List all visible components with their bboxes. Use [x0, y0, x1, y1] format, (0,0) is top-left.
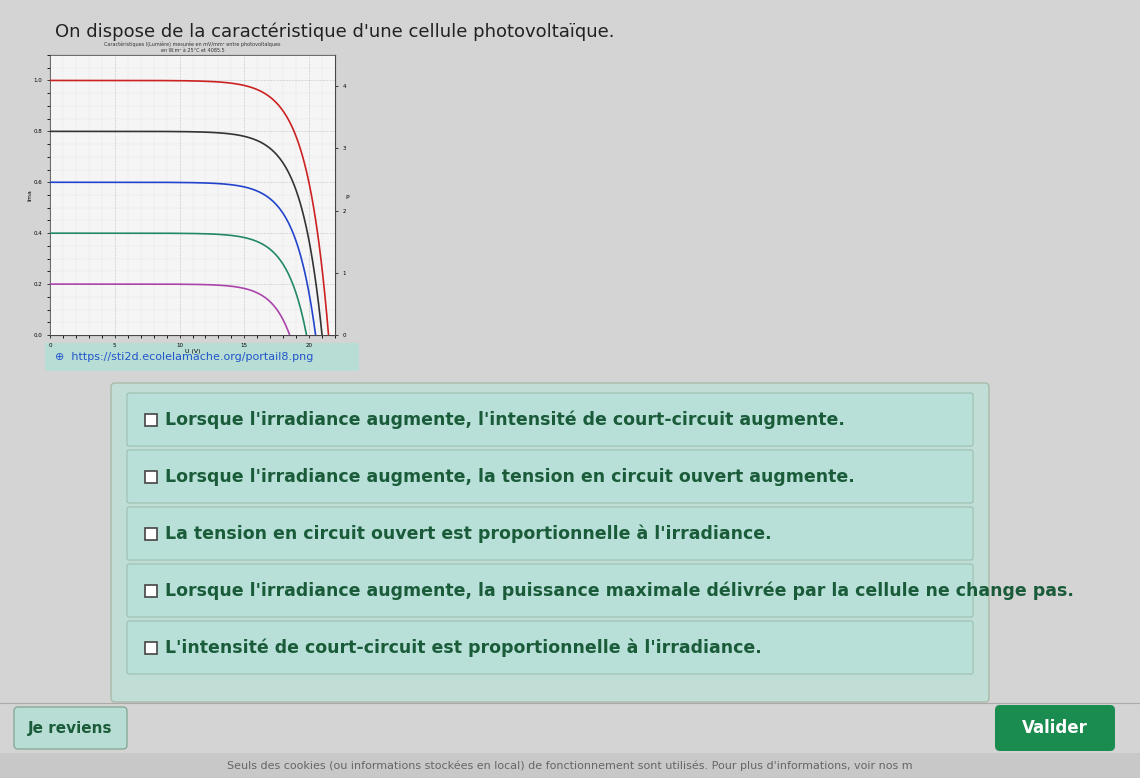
- Bar: [145, 413, 157, 426]
- FancyBboxPatch shape: [127, 393, 974, 446]
- Text: Lorsque l'irradiance augmente, la puissance maximale délivrée par la cellule ne : Lorsque l'irradiance augmente, la puissa…: [165, 581, 1074, 600]
- Y-axis label: P: P: [345, 195, 349, 200]
- Text: Valider: Valider: [1023, 719, 1088, 737]
- X-axis label: U (V): U (V): [185, 349, 201, 354]
- Y-axis label: Ima: Ima: [27, 189, 32, 201]
- FancyBboxPatch shape: [127, 450, 974, 503]
- FancyBboxPatch shape: [127, 621, 974, 674]
- Bar: [145, 642, 157, 654]
- Bar: [145, 471, 157, 482]
- Bar: [145, 527, 157, 539]
- FancyBboxPatch shape: [127, 564, 974, 617]
- FancyBboxPatch shape: [111, 383, 990, 702]
- Bar: [0, 753, 1140, 778]
- Text: L'intensité de court-circuit est proportionnelle à l'irradiance.: L'intensité de court-circuit est proport…: [165, 638, 762, 657]
- FancyBboxPatch shape: [127, 507, 974, 560]
- Text: On dispose de la caractéristique d'une cellule photovoltaïque.: On dispose de la caractéristique d'une c…: [55, 22, 614, 40]
- Text: Seuls des cookies (ou informations stockées en local) de fonctionnement sont uti: Seuls des cookies (ou informations stock…: [227, 760, 913, 771]
- FancyBboxPatch shape: [44, 343, 359, 371]
- Text: La tension en circuit ouvert est proportionnelle à l'irradiance.: La tension en circuit ouvert est proport…: [165, 524, 772, 543]
- Bar: [145, 584, 157, 597]
- Text: Lorsque l'irradiance augmente, la tension en circuit ouvert augmente.: Lorsque l'irradiance augmente, la tensio…: [165, 468, 855, 485]
- Text: Je reviens: Je reviens: [28, 720, 113, 735]
- Bar: [0, 703, 1140, 753]
- FancyBboxPatch shape: [14, 707, 127, 749]
- Text: Lorsque l'irradiance augmente, l'intensité de court-circuit augmente.: Lorsque l'irradiance augmente, l'intensi…: [165, 410, 845, 429]
- FancyBboxPatch shape: [995, 705, 1115, 751]
- Title: Caractéristiques I(Lumière) mesurée en mV/mm² entre photovoltaïques
en W.m² à 25: Caractéristiques I(Lumière) mesurée en m…: [104, 42, 280, 53]
- Text: ⊕  https://sti2d.ecolelamache.org/portail8.png: ⊕ https://sti2d.ecolelamache.org/portail…: [55, 352, 314, 362]
